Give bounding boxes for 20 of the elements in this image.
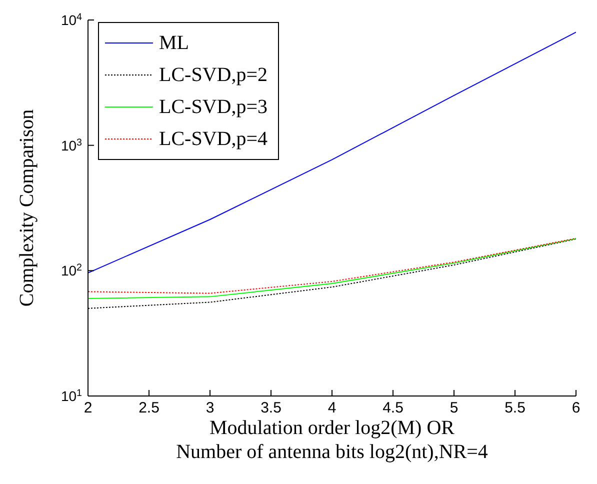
y-tick-label: 10$^{1}$ [60, 388, 82, 404]
x-tick-label: 5.5 [504, 400, 526, 417]
legend-label: ML [159, 32, 189, 54]
y-axis-title: Complexity Comparison [16, 109, 38, 307]
legend-label: LC-SVD,p=3 [159, 96, 268, 118]
x-tick-label: 4 [328, 400, 336, 417]
x-tick-label: 3 [206, 400, 214, 417]
x-tick-label: 6 [572, 400, 580, 417]
x-tick-label: 3.5 [260, 400, 282, 417]
y-tick-label: 10$^{2}$ [60, 262, 82, 279]
x-tick-label: 2.5 [138, 400, 160, 417]
x-tick-label: 4.5 [382, 400, 404, 417]
legend-label: LC-SVD,p=2 [159, 64, 268, 86]
x-axis-title: Modulation order log2(M) OR Number of antenna bits log2(nt),NR=4 [176, 417, 488, 463]
line-series [88, 32, 576, 274]
y-tick-label: 10$^{4}$ [60, 12, 83, 28]
x-tick-label: 5 [450, 400, 458, 417]
x-tick-label: 2 [84, 400, 92, 417]
legend-label: LC-SVD,p=4 [159, 128, 268, 150]
y-tick-label: 10$^{3}$ [60, 136, 83, 154]
